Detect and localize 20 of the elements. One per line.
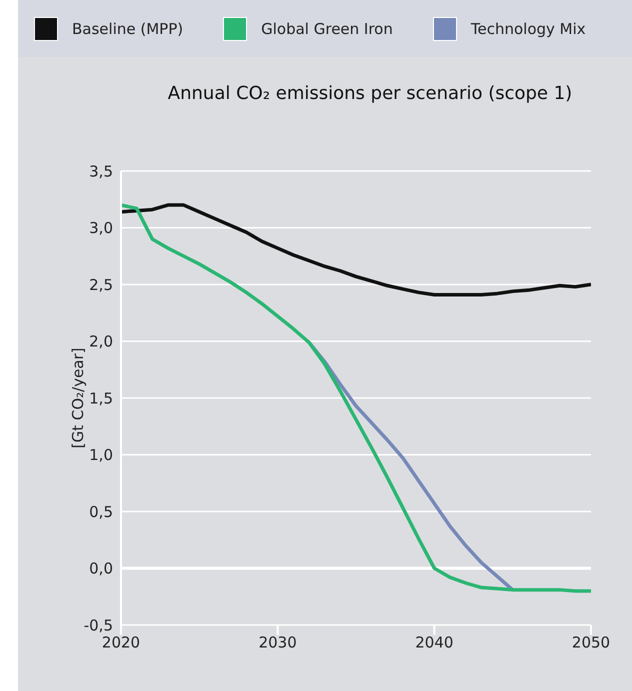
y-tick-label: 1,5 [89,389,113,408]
x-tick-label: 2040 [415,634,454,652]
y-tick-label: 0,5 [89,502,113,521]
line-series [121,203,591,296]
x-tick-label: 2020 [102,634,140,652]
y-tick-label: 3,0 [89,219,113,238]
legend-label: Global Green Iron [261,20,393,38]
x-tick-label: 2030 [258,634,297,652]
legend-label: Technology Mix [470,20,586,38]
legend-label: Baseline (MPP) [72,20,184,38]
y-tick-label: 2,0 [89,332,113,351]
x-tick-label: 2050 [572,634,610,652]
chart-title: Annual CO₂ emissions per scenario (scope 1) [166,82,574,106]
y-tick-label: 3,5 [89,162,113,180]
y-tick-label: 2,5 [89,276,113,294]
y-tick-label: 0,0 [89,560,113,578]
y-axis-title: [Gt CO₂/year] [69,348,87,448]
y-tick-label: -0,5 [84,616,113,634]
y-tick-label: 1,0 [89,446,113,464]
line-series [121,203,591,593]
